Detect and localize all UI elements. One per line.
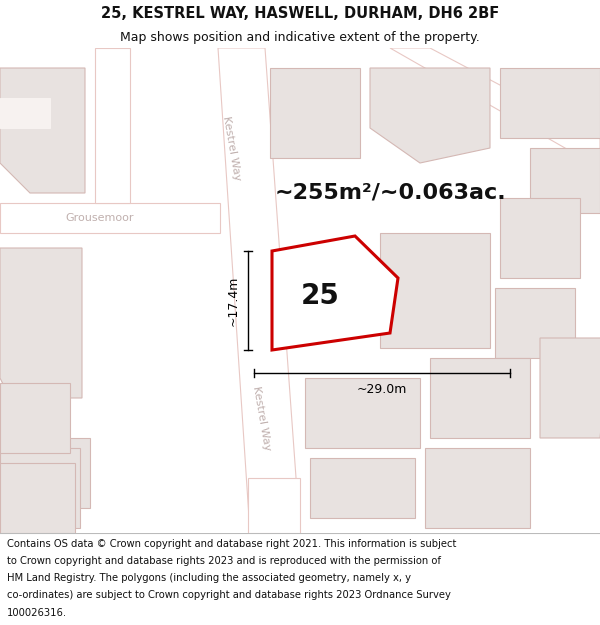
Polygon shape xyxy=(390,48,600,168)
Text: ~255m²/~0.063ac.: ~255m²/~0.063ac. xyxy=(274,183,506,203)
Polygon shape xyxy=(500,198,580,278)
Polygon shape xyxy=(0,98,50,128)
Polygon shape xyxy=(430,358,530,438)
Polygon shape xyxy=(0,463,75,533)
Text: 25, KESTREL WAY, HASWELL, DURHAM, DH6 2BF: 25, KESTREL WAY, HASWELL, DURHAM, DH6 2B… xyxy=(101,6,499,21)
Text: co-ordinates) are subject to Crown copyright and database rights 2023 Ordnance S: co-ordinates) are subject to Crown copyr… xyxy=(7,591,451,601)
Polygon shape xyxy=(218,48,300,533)
Text: Map shows position and indicative extent of the property.: Map shows position and indicative extent… xyxy=(120,31,480,44)
Text: ~29.0m: ~29.0m xyxy=(357,383,407,396)
Text: to Crown copyright and database rights 2023 and is reproduced with the permissio: to Crown copyright and database rights 2… xyxy=(7,556,441,566)
Polygon shape xyxy=(305,378,420,448)
Polygon shape xyxy=(10,438,90,508)
Polygon shape xyxy=(270,68,360,158)
Polygon shape xyxy=(248,478,300,533)
Polygon shape xyxy=(0,248,82,398)
Text: ~17.4m: ~17.4m xyxy=(227,275,240,326)
Text: 100026316.: 100026316. xyxy=(7,608,67,618)
Polygon shape xyxy=(495,288,575,358)
Polygon shape xyxy=(380,233,490,348)
Text: Contains OS data © Crown copyright and database right 2021. This information is : Contains OS data © Crown copyright and d… xyxy=(7,539,457,549)
Text: HM Land Registry. The polygons (including the associated geometry, namely x, y: HM Land Registry. The polygons (includin… xyxy=(7,574,411,584)
Polygon shape xyxy=(540,338,600,438)
Polygon shape xyxy=(530,148,600,213)
Polygon shape xyxy=(0,68,85,193)
Polygon shape xyxy=(272,236,398,350)
Text: 25: 25 xyxy=(301,282,340,310)
Polygon shape xyxy=(310,458,415,518)
Polygon shape xyxy=(425,448,530,528)
Polygon shape xyxy=(0,383,70,453)
Polygon shape xyxy=(0,203,220,233)
Polygon shape xyxy=(500,68,600,138)
Text: Kestrel Way: Kestrel Way xyxy=(251,385,272,451)
Text: Kestrel Way: Kestrel Way xyxy=(221,115,242,181)
Polygon shape xyxy=(370,68,490,163)
Text: Grousemoor: Grousemoor xyxy=(66,213,134,223)
Polygon shape xyxy=(95,48,130,203)
Polygon shape xyxy=(0,448,80,528)
